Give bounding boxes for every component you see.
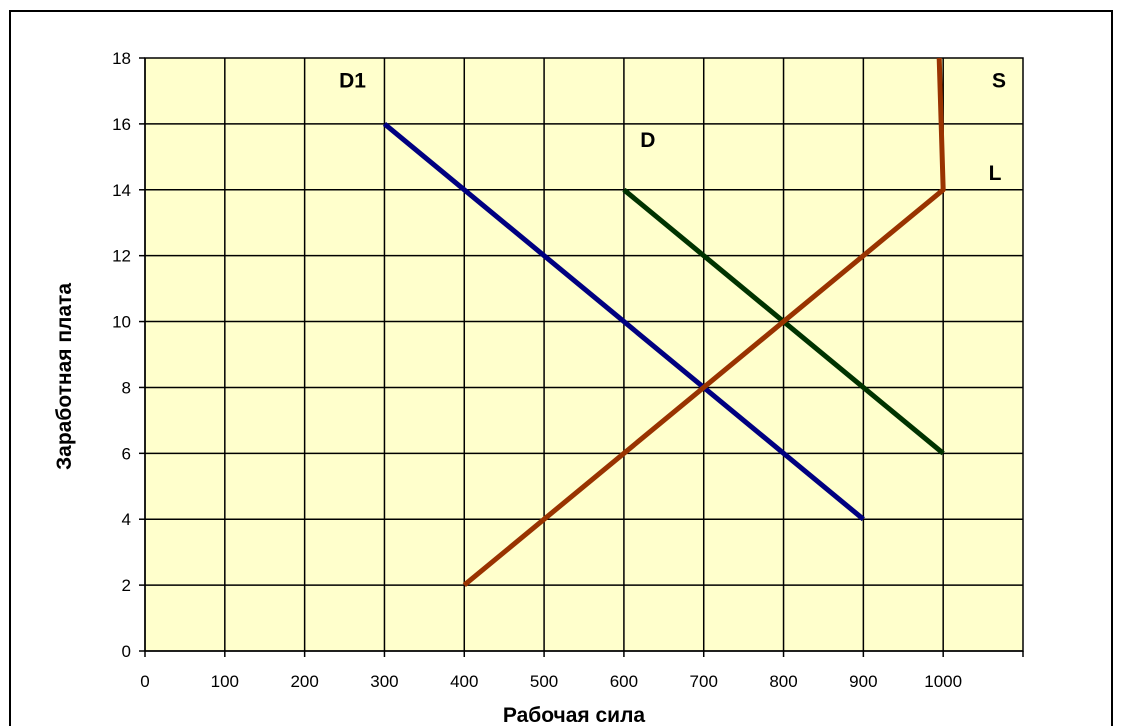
y-tick-label: 12 [112,247,131,266]
axes [139,57,1024,657]
x-axis-title: Рабочая сила [503,704,646,727]
series-label-d1: D1 [339,70,366,93]
y-tick-label: 2 [122,576,131,595]
series-lines [382,57,946,588]
x-tick-label: 100 [211,672,239,691]
y-tick-label: 10 [112,313,131,332]
x-tick-label: 700 [690,672,718,691]
y-tick-label: 16 [112,115,131,134]
grid [145,58,1023,651]
y-tick-label: 14 [112,181,131,200]
series-annotations: D1 D S L [339,70,1006,185]
y-tick-label: 8 [122,378,131,397]
tick-labels: 0 100 200 300 400 500 600 700 800 900 1000 0 2 4 6 8 10 1… [112,49,962,691]
x-tick-label: 800 [769,672,797,691]
series-label-l: L [989,162,1002,185]
x-tick-label: 400 [450,672,478,691]
x-tick-label: 500 [530,672,558,691]
x-tick-label: 1000 [924,672,962,691]
y-tick-label: 18 [112,49,131,68]
x-tick-label: 0 [140,672,149,691]
x-tick-label: 300 [370,672,398,691]
series-line-d1 [382,121,865,522]
y-tick-label: 0 [122,642,131,661]
y-axis-title: Заработная плата [53,283,76,470]
y-tick-label: 4 [122,510,131,529]
y-tick-label: 6 [122,444,131,463]
x-tick-label: 200 [290,672,318,691]
series-line-sl [462,57,946,588]
x-tick-label: 600 [610,672,638,691]
series-label-s: S [992,70,1006,93]
x-tick-label: 900 [849,672,877,691]
series-label-d: D [640,129,655,152]
plot-area [144,57,1024,652]
